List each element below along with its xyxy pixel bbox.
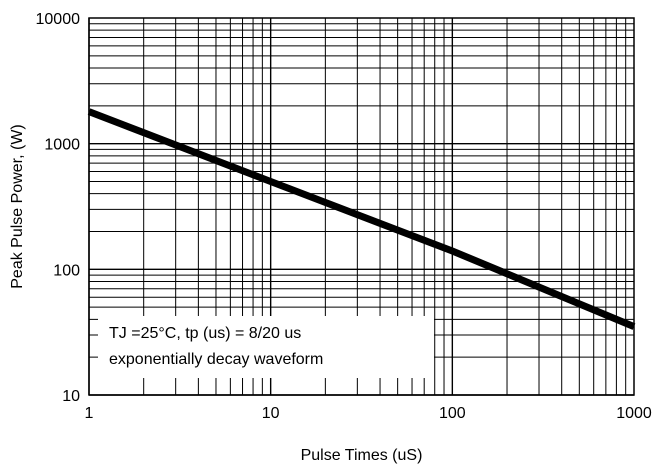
plot-frame	[88, 17, 635, 396]
annotation-line-1: TJ =25°C, tp (us) = 8/20 us	[109, 325, 301, 342]
y-axis-title: Peak Pulse Power, (W)	[9, 124, 26, 289]
x-tick-label: 1000	[616, 405, 652, 422]
y-tick-label: 100	[53, 262, 80, 279]
annotation-line-2: exponentially decay waveform	[109, 351, 323, 368]
y-tick-label: 10000	[36, 11, 81, 28]
series-line	[87, 108, 636, 330]
y-tick-label: 10	[62, 388, 80, 405]
x-tick-label: 100	[439, 405, 466, 422]
x-axis-title: Pulse Times (uS)	[301, 447, 423, 464]
y-tick-label: 1000	[44, 137, 80, 154]
x-tick-label: 10	[262, 405, 280, 422]
x-tick-label: 1	[85, 405, 94, 422]
annotation-background	[98, 316, 434, 378]
